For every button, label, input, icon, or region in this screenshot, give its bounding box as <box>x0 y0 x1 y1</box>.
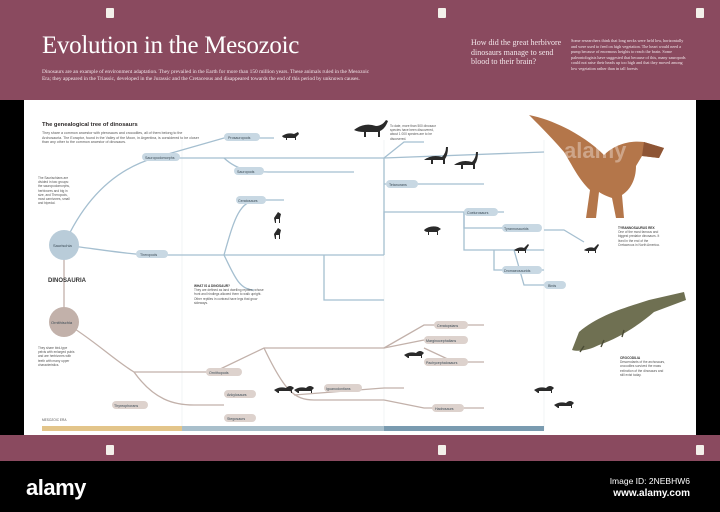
node-label: Stegosaurs <box>227 417 245 421</box>
node-label: Ceratosaurs <box>238 199 258 203</box>
pin-icon <box>438 445 446 455</box>
tree-title: The genealogical tree of dinosaurs <box>42 122 138 128</box>
image-id: Image ID: 2NEBHW6 <box>609 476 690 486</box>
croc-text: Descendants of the archosaurs, crocodile… <box>620 360 666 377</box>
node-label: Hadrosaurs <box>435 407 454 411</box>
saurischia-label: Saurischia <box>53 243 72 248</box>
ornithischia-branches <box>63 321 484 409</box>
era-bar-triassic <box>42 426 182 431</box>
watermark: alamy <box>454 338 517 363</box>
saurischia-branches <box>63 137 585 301</box>
trex-text: One of the most famous and biggest preda… <box>618 230 660 247</box>
ornithischia-circle <box>49 307 79 337</box>
node-label: Iguanodontians <box>326 387 351 391</box>
intro-text: Dinosaurs are an example of environment … <box>42 69 370 82</box>
node-label: Dromaeosaurids <box>504 269 531 273</box>
node-label: Theropods <box>140 253 157 257</box>
trex-heading: TYRANNOSAURUS REX <box>618 226 655 230</box>
saurischia-note: The Saurischians are divided in two grou… <box>38 176 70 206</box>
pin-icon <box>106 8 114 18</box>
pin-icon <box>696 445 704 455</box>
croc-heading: CROCODILIA <box>620 356 641 360</box>
era-bar-cretaceous <box>384 426 544 431</box>
era-label: MESOZOIC ERA <box>42 418 67 422</box>
sidebar-answer: Some researchers think that long necks w… <box>571 38 686 71</box>
node-label: Coelurosaurs <box>467 211 489 215</box>
bottom-band <box>0 435 720 461</box>
node-label: Sauropodomorphs <box>145 156 175 160</box>
sauropod-note: To date, more than 500 dinosaur species … <box>390 124 436 141</box>
era-bar-jurassic <box>182 426 384 431</box>
saurischia-circle <box>49 230 79 260</box>
ornithischia-note: They share bird-type pelvis with enlarge… <box>38 346 75 367</box>
infographic-sheet: The genealogical tree of dinosaurs They … <box>24 100 696 435</box>
trex-note: TYRANNOSAURUS REX One of the most famous… <box>618 226 664 247</box>
node-label: Pachycephalosaurs <box>426 361 458 365</box>
node-label: Ceratopsians <box>437 324 458 328</box>
pin-icon <box>438 8 446 18</box>
node-label: Tyrannosaurids <box>504 227 529 231</box>
dinosaur-silhouettes <box>274 120 599 408</box>
node-label: Birds <box>548 284 556 288</box>
sidebar-question: How did the great herbivore dinosaurs ma… <box>471 38 562 66</box>
node-label: Ornithopods <box>209 371 229 375</box>
dinosaur-definition: WHAT IS A DINOSAUR? They are defined as … <box>194 284 264 305</box>
alamy-logo[interactable]: alamy <box>26 475 86 500</box>
header-banner: Evolution in the Mesozoic Dinosaurs are … <box>0 0 720 100</box>
tree-nodes: Sauropodomorphs Prosauropods Sauropods T… <box>112 133 566 422</box>
pin-icon <box>106 445 114 455</box>
tree-description: They share a common ancestor with pteros… <box>42 131 199 145</box>
definition-text: They are defined as land dwelling reptil… <box>194 288 264 305</box>
definition-heading: WHAT IS A DINOSAUR? <box>194 284 231 288</box>
croc-note: CROCODILIA Descendants of the archosaurs… <box>620 356 666 377</box>
ornithischia-label: Ornithischia <box>51 320 73 325</box>
watermark: alamy <box>564 138 627 163</box>
node-label: Marginocephalians <box>426 339 456 343</box>
stock-footer: alamy Image ID: 2NEBHW6 www.alamy.com <box>0 461 720 512</box>
watermark: a <box>336 250 349 275</box>
node-label: Sauropods <box>237 170 255 174</box>
node-label: Thyreophorans <box>114 404 138 408</box>
site-link[interactable]: www.alamy.com <box>613 488 690 499</box>
page-title: Evolution in the Mesozoic <box>42 32 300 59</box>
node-label: Ankylosaurs <box>227 393 247 397</box>
pin-icon <box>696 8 704 18</box>
tyrannosaurus-illustration <box>529 115 664 218</box>
crocodile-illustration <box>572 292 686 353</box>
node-label: Prosauropods <box>228 136 251 140</box>
dinosauria-label: DINOSAURIA <box>48 278 87 284</box>
node-label: Tetanurans <box>389 183 407 187</box>
phylogenetic-tree: Sauropodomorphs Prosauropods Sauropods T… <box>49 115 686 430</box>
